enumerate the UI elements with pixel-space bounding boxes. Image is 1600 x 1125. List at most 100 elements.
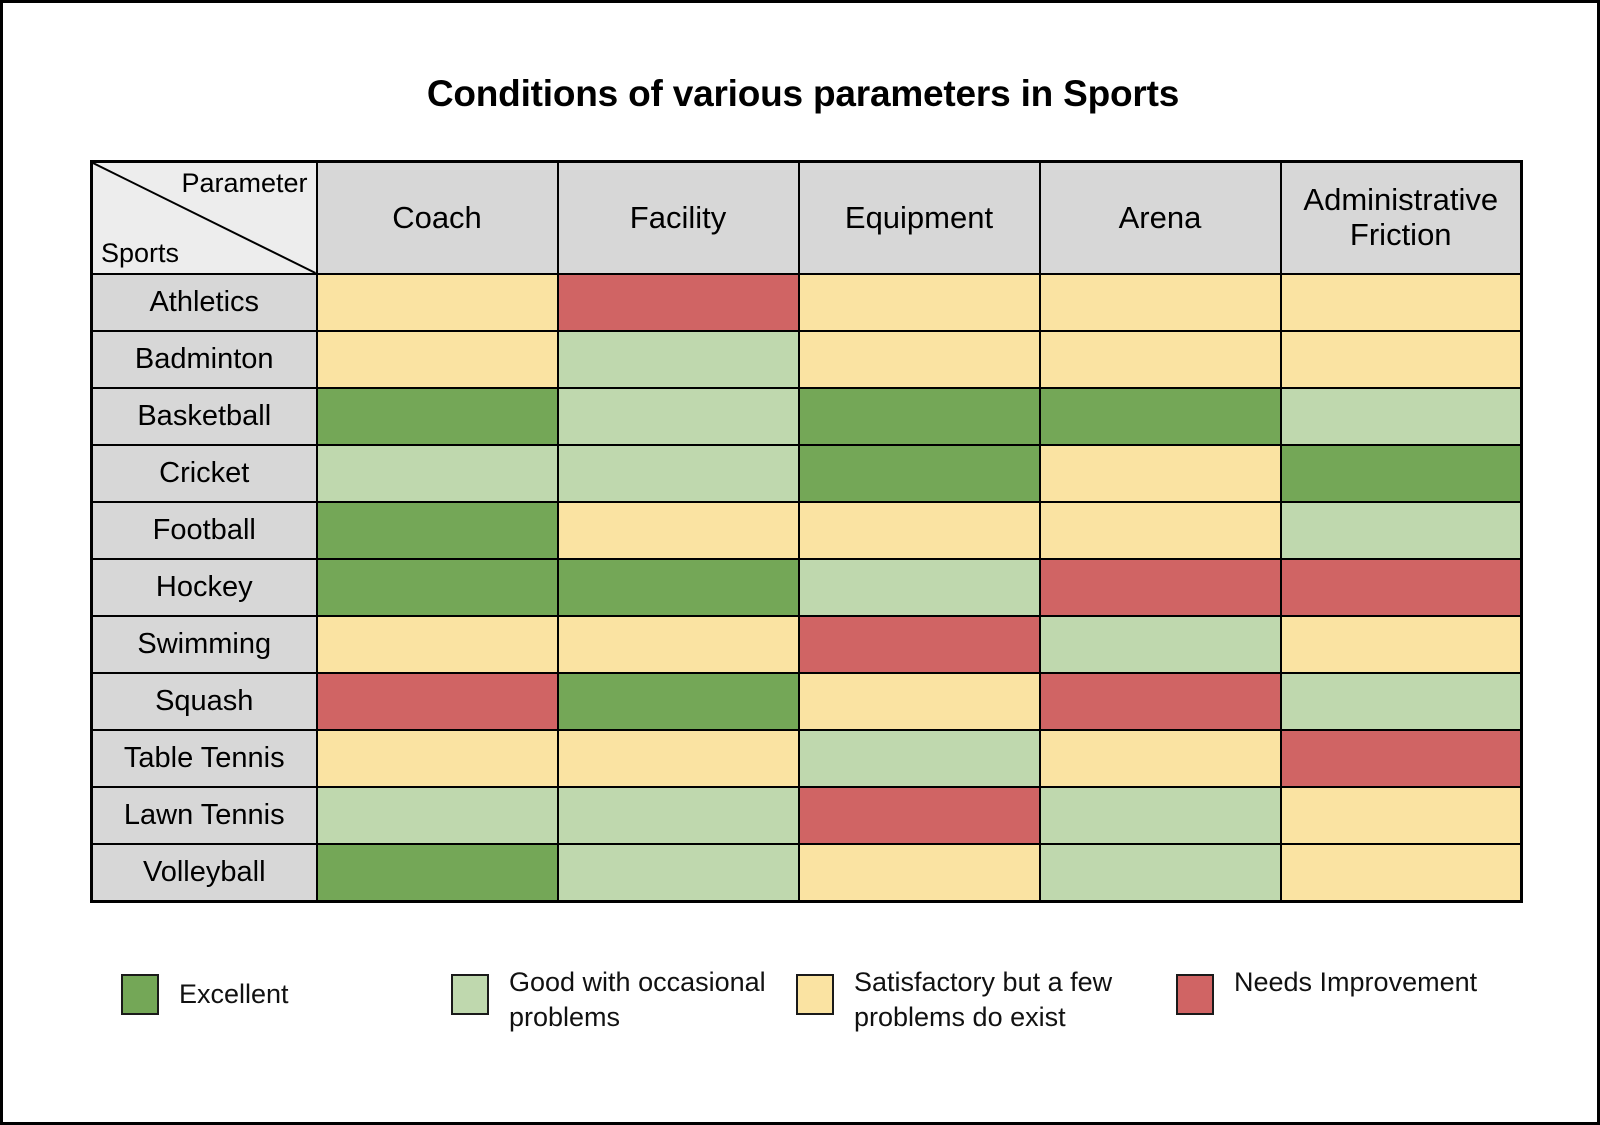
matrix-cell	[797, 615, 1041, 674]
matrix-cell	[797, 843, 1041, 903]
matrix-cell	[797, 387, 1041, 446]
matrix-cell	[797, 786, 1041, 845]
matrix-cell	[1038, 501, 1282, 560]
matrix-cell	[556, 729, 800, 788]
legend-item-needs-improvement: Needs Improvement	[1176, 961, 1506, 1015]
matrix-body: Athletics Badminton Basketball Cricket Footb…	[90, 273, 1523, 903]
matrix-cell	[315, 729, 559, 788]
matrix-cell	[1038, 558, 1282, 617]
table-row: Volleyball	[90, 843, 1523, 903]
legend-item-excellent: Excellent	[121, 961, 451, 1015]
matrix-header: Parameter Sports Coach Facility Equipmen…	[90, 160, 1523, 275]
column-header-administrative-friction: Administrative Friction	[1279, 160, 1523, 275]
legend-item-good: Good with occasional problems	[451, 961, 796, 1034]
matrix-cell	[556, 330, 800, 389]
matrix-cell	[1279, 501, 1523, 560]
matrix-cell	[1038, 672, 1282, 731]
matrix-cell	[1279, 672, 1523, 731]
matrix-cell	[797, 672, 1041, 731]
row-header-cricket: Cricket	[90, 444, 318, 503]
matrix-cell	[797, 444, 1041, 503]
table-row: Hockey	[90, 558, 1523, 617]
matrix: Parameter Sports Coach Facility Equipmen…	[90, 160, 1523, 903]
table-row: Badminton	[90, 330, 1523, 389]
row-header-hockey: Hockey	[90, 558, 318, 617]
table-row: Basketball	[90, 387, 1523, 446]
table-row: Squash	[90, 672, 1523, 731]
header-row: Parameter Sports Coach Facility Equipmen…	[90, 160, 1523, 275]
matrix-cell	[1279, 273, 1523, 332]
column-header-equipment: Equipment	[797, 160, 1041, 275]
column-axis-label: Parameter	[181, 168, 308, 198]
row-header-athletics: Athletics	[90, 273, 318, 332]
matrix-cell	[315, 387, 559, 446]
row-axis-label: Sports	[101, 237, 180, 268]
matrix-cell	[797, 558, 1041, 617]
matrix-cell	[556, 843, 800, 903]
conditions-matrix-table: Parameter Sports Coach Facility Equipmen…	[90, 160, 1523, 903]
matrix-cell	[1279, 330, 1523, 389]
matrix-cell	[556, 501, 800, 560]
legend: Excellent Good with occasional problems …	[121, 961, 1521, 1034]
matrix-cell	[315, 444, 559, 503]
column-header-arena: Arena	[1038, 160, 1282, 275]
row-header-lawn-tennis: Lawn Tennis	[90, 786, 318, 845]
diagonal-divider-icon	[93, 163, 316, 273]
table-row: Lawn Tennis	[90, 786, 1523, 845]
matrix-cell	[1038, 729, 1282, 788]
matrix-cell	[556, 444, 800, 503]
matrix-cell	[556, 558, 800, 617]
legend-label-satisfactory: Satisfactory but a few problems do exist	[854, 967, 1113, 1032]
matrix-cell	[315, 273, 559, 332]
matrix-cell	[556, 615, 800, 674]
column-header-facility: Facility	[556, 160, 800, 275]
legend-item-satisfactory: Satisfactory but a few problems do exist	[796, 961, 1176, 1034]
matrix-cell	[1279, 444, 1523, 503]
row-header-swimming: Swimming	[90, 615, 318, 674]
row-header-football: Football	[90, 501, 318, 560]
matrix-cell	[1279, 558, 1523, 617]
matrix-cell	[315, 786, 559, 845]
matrix-cell	[1279, 843, 1523, 903]
matrix-cell	[1279, 786, 1523, 845]
matrix-cell	[1038, 786, 1282, 845]
column-header-coach: Coach	[315, 160, 559, 275]
row-header-badminton: Badminton	[90, 330, 318, 389]
matrix-cell	[315, 615, 559, 674]
row-header-basketball: Basketball	[90, 387, 318, 446]
table-row: Football	[90, 501, 1523, 560]
matrix-cell	[1038, 843, 1282, 903]
matrix-cell	[797, 729, 1041, 788]
legend-label-good: Good with occasional problems	[509, 967, 766, 1032]
matrix-cell	[556, 672, 800, 731]
page-title: Conditions of various parameters in Spor…	[426, 73, 1180, 114]
matrix-cell	[1279, 615, 1523, 674]
legend-swatch-satisfactory	[796, 974, 834, 1015]
legend-label-needs-improvement: Needs Improvement	[1234, 967, 1478, 997]
matrix-cell	[797, 501, 1041, 560]
matrix-cell	[797, 330, 1041, 389]
legend-swatch-needs-improvement	[1176, 974, 1214, 1015]
matrix-cell	[1038, 387, 1282, 446]
table-row: Swimming	[90, 615, 1523, 674]
row-header-squash: Squash	[90, 672, 318, 731]
legend-label-excellent: Excellent	[179, 979, 289, 1009]
matrix-cell	[315, 501, 559, 560]
row-header-volleyball: Volleyball	[90, 843, 318, 903]
table-row: Cricket	[90, 444, 1523, 503]
matrix-cell	[1038, 615, 1282, 674]
legend-swatch-good	[451, 974, 489, 1015]
matrix-cell	[797, 273, 1041, 332]
matrix-cell	[315, 843, 559, 903]
matrix-cell	[556, 273, 800, 332]
corner-axis-cell: Parameter Sports	[90, 160, 318, 275]
matrix-cell	[1038, 273, 1282, 332]
matrix-cell	[1279, 387, 1523, 446]
row-header-table-tennis: Table Tennis	[90, 729, 318, 788]
legend-swatch-excellent	[121, 974, 159, 1015]
matrix-cell	[315, 672, 559, 731]
table-row: Athletics	[90, 273, 1523, 332]
matrix-cell	[315, 330, 559, 389]
matrix-cell	[556, 786, 800, 845]
